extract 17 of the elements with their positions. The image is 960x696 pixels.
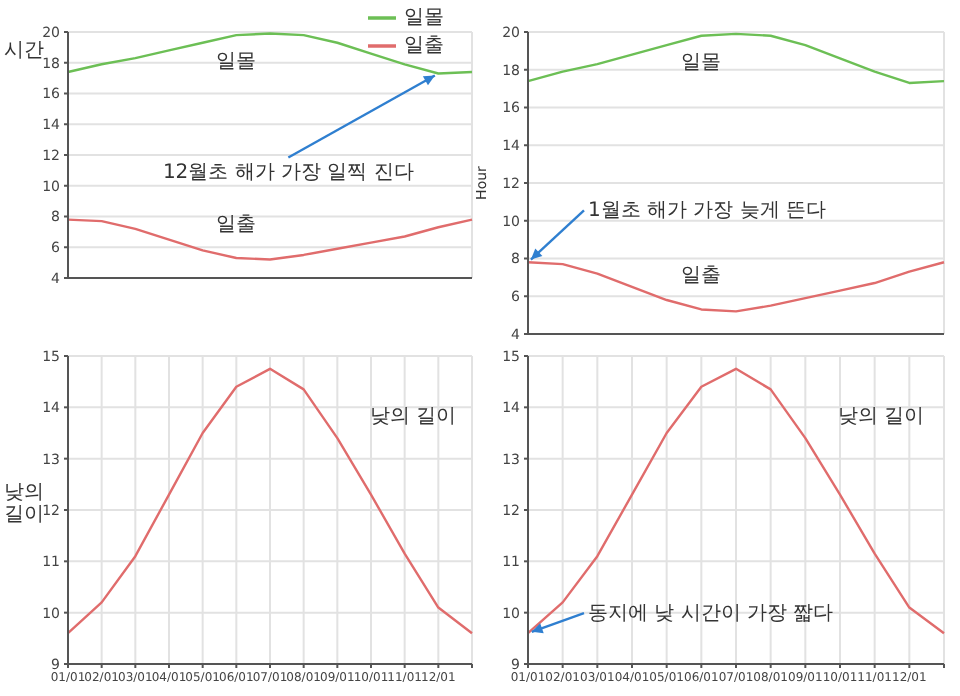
legend-label: 일몰: [404, 7, 444, 30]
line-series: [526, 367, 946, 635]
y-axis-title: 낮의 길이: [4, 482, 44, 526]
text: 일몰: [216, 51, 257, 74]
annotation: 12월초 해가 가장 일찍 진다: [162, 161, 414, 184]
annotation: 1월초 해가 가장 늦게 뜬다: [588, 200, 827, 223]
line-series: [526, 261, 946, 313]
line-series: [66, 218, 474, 261]
series-label: 일몰: [681, 51, 722, 74]
text: 일출: [216, 214, 257, 237]
line-series: [66, 367, 474, 635]
legend-label: 일출: [404, 35, 444, 58]
series-label: 낮의 길이: [838, 406, 925, 429]
series-label: 일출: [681, 265, 722, 288]
annotation: 동지에 낮 시간이 가장 짧다: [588, 603, 834, 626]
y-axis-title: 시간: [4, 40, 44, 62]
series-label: 낮의 길이: [370, 406, 457, 429]
